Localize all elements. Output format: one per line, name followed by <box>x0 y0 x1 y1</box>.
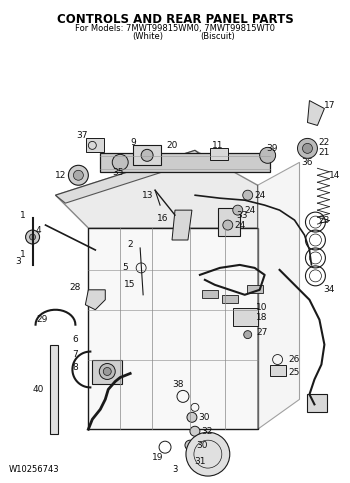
Text: W10256743: W10256743 <box>9 465 59 474</box>
Circle shape <box>99 364 115 380</box>
Text: 33: 33 <box>236 211 247 220</box>
Text: 13: 13 <box>142 191 154 199</box>
Text: 34: 34 <box>324 285 335 294</box>
Text: For Models: 7MWT99815WM0, 7MWT99815WT0: For Models: 7MWT99815WM0, 7MWT99815WT0 <box>75 24 275 33</box>
Circle shape <box>243 190 253 200</box>
Polygon shape <box>307 100 324 126</box>
Bar <box>222 295 238 303</box>
Bar <box>133 145 161 165</box>
Bar <box>100 153 270 172</box>
Text: 24: 24 <box>234 221 245 229</box>
Circle shape <box>186 432 230 476</box>
Circle shape <box>298 139 317 158</box>
Text: 30: 30 <box>198 413 210 422</box>
Bar <box>307 395 327 412</box>
Polygon shape <box>258 162 300 429</box>
Bar <box>270 365 286 376</box>
Circle shape <box>302 143 313 153</box>
Text: 38: 38 <box>172 380 184 389</box>
Polygon shape <box>172 210 192 240</box>
Text: 24: 24 <box>244 206 256 214</box>
Text: 9: 9 <box>130 138 136 147</box>
Circle shape <box>68 165 88 185</box>
Text: 28: 28 <box>70 284 81 292</box>
Text: 40: 40 <box>33 385 44 394</box>
Text: 1: 1 <box>20 211 26 220</box>
Text: 25: 25 <box>289 368 300 377</box>
Circle shape <box>260 147 275 163</box>
Polygon shape <box>56 150 205 203</box>
Circle shape <box>233 205 243 215</box>
Text: 3: 3 <box>172 465 178 474</box>
Bar <box>218 208 240 236</box>
Bar <box>202 290 218 298</box>
Text: 32: 32 <box>201 427 212 436</box>
Bar <box>50 344 58 434</box>
Text: 15: 15 <box>125 280 136 289</box>
Text: 24: 24 <box>254 191 265 199</box>
Text: 7: 7 <box>72 350 78 359</box>
Bar <box>88 228 258 429</box>
Text: 35: 35 <box>112 168 124 177</box>
Text: 5: 5 <box>122 263 128 272</box>
Circle shape <box>223 220 233 230</box>
Bar <box>92 359 122 384</box>
Text: 27: 27 <box>256 328 267 337</box>
Text: 16: 16 <box>157 213 169 223</box>
Text: 36: 36 <box>302 158 313 167</box>
Text: 11: 11 <box>212 141 224 150</box>
Text: 4: 4 <box>36 226 41 235</box>
Text: 10: 10 <box>256 303 267 312</box>
Text: 22: 22 <box>319 138 330 147</box>
Text: 26: 26 <box>289 355 300 364</box>
Text: 23: 23 <box>319 215 330 225</box>
Text: 21: 21 <box>319 148 330 157</box>
Text: 2: 2 <box>127 241 133 250</box>
Circle shape <box>112 155 128 170</box>
Text: 12: 12 <box>55 171 66 180</box>
Text: CONTROLS AND REAR PANEL PARTS: CONTROLS AND REAR PANEL PARTS <box>57 13 293 26</box>
Text: (White): (White) <box>133 32 163 41</box>
Text: 17: 17 <box>324 101 335 110</box>
Text: 8: 8 <box>72 363 78 372</box>
Polygon shape <box>56 150 258 228</box>
Text: 3: 3 <box>16 257 21 267</box>
Text: 31: 31 <box>194 456 206 466</box>
Circle shape <box>103 368 111 375</box>
Bar <box>247 285 262 293</box>
Bar <box>233 308 258 326</box>
Text: 30: 30 <box>196 440 208 450</box>
Bar <box>210 148 228 160</box>
Text: 6: 6 <box>72 335 78 344</box>
Text: 20: 20 <box>166 141 178 150</box>
Circle shape <box>26 230 40 244</box>
Polygon shape <box>85 290 105 310</box>
Text: 14: 14 <box>329 171 340 180</box>
Circle shape <box>141 149 153 161</box>
Bar <box>86 139 104 152</box>
Text: 18: 18 <box>256 313 267 322</box>
Circle shape <box>244 331 252 339</box>
Circle shape <box>190 426 200 436</box>
Text: 37: 37 <box>77 131 88 140</box>
Text: 39: 39 <box>266 144 277 153</box>
Circle shape <box>187 412 197 422</box>
Text: 19: 19 <box>152 453 164 462</box>
Text: 1: 1 <box>20 251 26 259</box>
Circle shape <box>185 440 195 450</box>
Text: 29: 29 <box>37 315 48 324</box>
Text: (Biscuit): (Biscuit) <box>201 32 235 41</box>
Circle shape <box>74 170 83 180</box>
Polygon shape <box>88 228 258 429</box>
Circle shape <box>30 234 36 240</box>
